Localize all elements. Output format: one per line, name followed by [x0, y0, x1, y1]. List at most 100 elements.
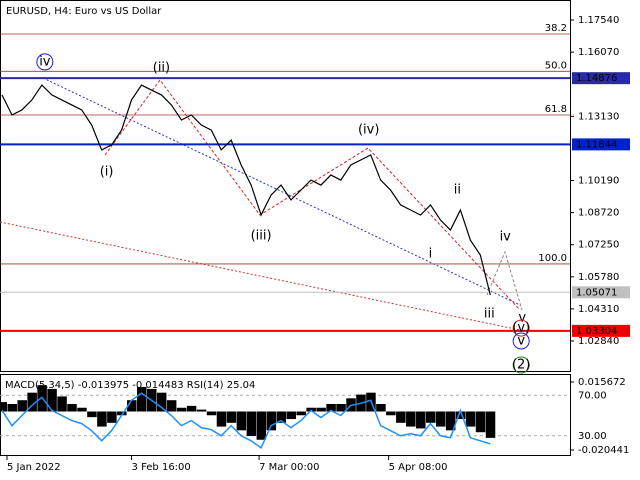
wave-label: v [517, 334, 525, 349]
y-tick-label: 1.02840 [578, 336, 619, 347]
macd-bar [445, 411, 456, 431]
chart-title: EURUSD, H4: Euro vs US Dollar [6, 6, 162, 17]
wave-circle [36, 53, 54, 71]
macd-bar [7, 403, 17, 412]
macd-bar [455, 411, 466, 420]
wave-circle [512, 332, 530, 350]
wave-line [104, 79, 521, 311]
macd-bar [67, 403, 77, 412]
wave-label: iv [39, 54, 51, 69]
macd-bar [117, 411, 127, 416]
x-tick-label: 7 Mar 00:00 [259, 462, 319, 473]
macd-bar [87, 411, 97, 418]
macd-bar [57, 396, 67, 412]
price-box [572, 324, 630, 337]
wave-lines [0, 77, 523, 331]
macd-bar [475, 411, 486, 433]
macd-bar [396, 411, 406, 423]
x-tick-label: 5 Jan 2022 [7, 462, 61, 473]
macd-bar [376, 403, 386, 412]
macd-bar [156, 392, 167, 412]
wave-label: (v) [512, 321, 530, 336]
macd-bar [186, 405, 197, 412]
macd-bar [435, 411, 446, 427]
macd-bar [47, 388, 57, 412]
macd-bar [465, 411, 476, 427]
indicator-header: MACD(5,34,5) -0.013975 -0.014483 RSI(14)… [5, 380, 255, 391]
wave-circle [512, 319, 530, 337]
wave-label: (2) [512, 358, 530, 373]
macd-bar [266, 411, 277, 431]
y-tick-label: 1.10190 [578, 176, 619, 187]
wave-label: (iii) [251, 228, 272, 243]
y-tick-label: 1.05780 [578, 272, 619, 283]
channel-line [0, 221, 521, 331]
macd-bar [296, 411, 306, 416]
macd-bar [286, 411, 296, 420]
wave-label: (ii) [153, 61, 170, 76]
macd-bar [316, 407, 326, 412]
y-tick-label: -0.020441 [578, 445, 629, 456]
y-tick-label: 1.07250 [578, 240, 619, 251]
macd-bar [107, 411, 117, 423]
wave-label: (i) [100, 164, 114, 179]
main-frame [0, 0, 571, 372]
y-tick-label: 1.17540 [578, 15, 619, 26]
y-tick-label: 1.16070 [578, 47, 619, 58]
macd-bar [206, 411, 217, 416]
x-tick-label: 5 Apr 08:00 [389, 462, 448, 473]
trend-line [42, 77, 521, 306]
price-box [572, 286, 630, 299]
price-box-label: 1.14876 [576, 73, 617, 84]
macd-bar [77, 407, 87, 412]
macd-bar [406, 411, 416, 427]
macd-bar [216, 411, 227, 427]
wave-label: v [518, 311, 526, 326]
y-tick-label: 1.08720 [578, 208, 619, 219]
price-box-label: 1.03304 [576, 326, 617, 337]
macd-bar [17, 400, 27, 412]
macd-bar [336, 403, 346, 412]
rsi-line [1, 392, 491, 450]
y-tick-label: 1.13130 [578, 111, 619, 122]
y-tick-label: 30.00 [578, 431, 607, 442]
macd-bar [226, 411, 237, 423]
x-tick-label: 3 Feb 16:00 [132, 462, 191, 473]
price-line [1, 84, 491, 296]
macd-bar [196, 409, 207, 412]
macd-bar [27, 392, 37, 412]
macd-bar [246, 411, 257, 436]
y-tick-label: 70.00 [578, 390, 607, 401]
macd-bar [425, 411, 436, 423]
macd-bar [485, 411, 496, 438]
macd-bar [416, 411, 426, 429]
y-tick-label: 0.015672 [578, 377, 626, 388]
macd-bar [127, 400, 137, 412]
fib-label: 38.2 [545, 23, 567, 34]
wave-label: (iv) [358, 123, 379, 138]
price-box-label: 1.05071 [576, 287, 617, 298]
macd-bar [166, 400, 177, 412]
macd-bar [137, 387, 147, 412]
fib-label: 50.0 [545, 60, 567, 71]
macd-bar [386, 411, 396, 416]
price-box-label: 1.11844 [576, 139, 617, 150]
macd-bar [176, 407, 187, 412]
price-box [572, 138, 630, 151]
wave-label: iii [484, 306, 495, 321]
macd-bar [0, 402, 7, 412]
macd-bar [256, 411, 267, 440]
macd-bar [236, 411, 247, 431]
projection-line [486, 250, 523, 311]
macd-bar [326, 403, 336, 412]
macd-bar [306, 407, 316, 412]
fib-label: 61.8 [545, 104, 567, 115]
wave-circle [512, 356, 530, 374]
wave-label: iv [500, 230, 512, 245]
wave-label: i [429, 247, 433, 262]
macd-bar [97, 411, 107, 427]
macd-bar [276, 411, 287, 423]
wave-label: ii [454, 183, 461, 198]
